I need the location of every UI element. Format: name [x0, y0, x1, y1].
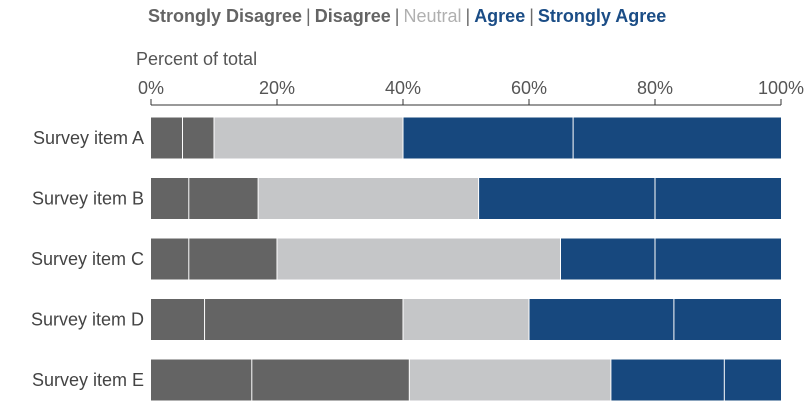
legend-agree: Agree	[474, 6, 526, 26]
x-axis-title: Percent of total	[136, 49, 258, 69]
legend-separator: |	[529, 6, 534, 26]
bar-segment	[277, 238, 561, 280]
bar-segment	[724, 359, 781, 401]
category-label: Survey item B	[32, 189, 144, 209]
x-tick-label: 60%	[511, 78, 547, 98]
legend-disagree: Disagree	[314, 6, 391, 26]
bar-segment	[151, 117, 183, 159]
bar-segment	[655, 178, 781, 219]
bar-segment	[409, 359, 611, 401]
x-tick-label: 40%	[385, 78, 421, 98]
bar-segment	[182, 117, 214, 159]
bar-segment	[188, 178, 259, 219]
bar-segment	[251, 359, 410, 401]
bar-segment	[403, 299, 529, 340]
bar-segment	[478, 178, 655, 219]
bar-segment	[655, 238, 781, 280]
x-tick-label: 0%	[138, 78, 164, 98]
x-tick-label: 20%	[259, 78, 295, 98]
bar-segment	[573, 117, 781, 159]
legend-strongly-disagree: Strongly Disagree	[148, 6, 303, 26]
category-label: Survey item E	[32, 370, 144, 390]
category-label: Survey item C	[31, 249, 144, 269]
bar-segment	[214, 117, 403, 159]
category-label: Survey item A	[33, 128, 144, 148]
bar-segment	[188, 238, 277, 280]
category-label: Survey item D	[31, 310, 144, 330]
legend-separator: |	[394, 6, 400, 26]
legend-strongly-agree: Strongly Agree	[537, 6, 667, 26]
bar-segment	[151, 299, 205, 340]
x-tick-label: 80%	[637, 78, 673, 98]
bar-segment	[403, 117, 574, 159]
legend-separator: |	[306, 6, 311, 26]
bar-segment	[673, 299, 781, 340]
bar-segment	[610, 359, 725, 401]
bar-segment	[151, 359, 252, 401]
legend-neutral: Neutral	[403, 6, 462, 26]
bar-segment	[560, 238, 655, 280]
bar-segment	[529, 299, 674, 340]
legend-separator: |	[465, 6, 471, 26]
bar-segment	[151, 178, 189, 219]
x-tick-label: 100%	[758, 78, 804, 98]
bar-segment	[204, 299, 403, 340]
bar-segment	[151, 238, 189, 280]
bar-segment	[258, 178, 479, 219]
legend: Strongly Disagree | Disagree | Neutral | Agree…	[148, 6, 666, 27]
